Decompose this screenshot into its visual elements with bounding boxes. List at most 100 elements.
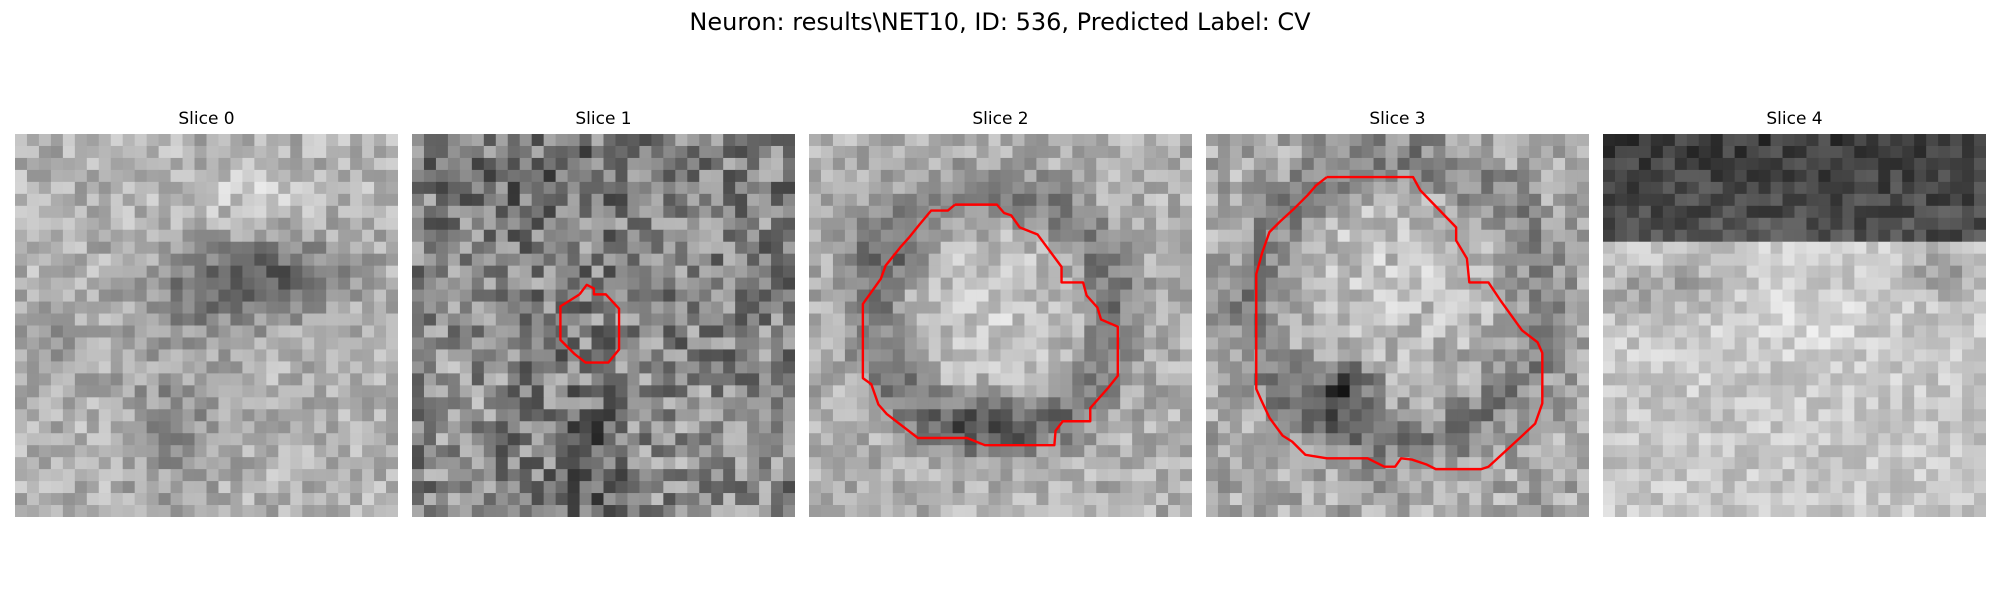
pixel-cell — [1000, 301, 1013, 314]
pixel-cell — [1890, 325, 1903, 338]
pixel-cell — [809, 433, 822, 446]
pixel-cell — [711, 325, 724, 338]
pixel-cell — [1433, 289, 1446, 302]
pixel-cell — [350, 229, 363, 243]
pixel-cell — [134, 145, 148, 159]
pixel-cell — [495, 505, 509, 517]
pixel-cell — [940, 505, 954, 517]
pixel-cell — [1758, 349, 1771, 362]
pixel-cell — [1012, 157, 1025, 171]
pixel-cell — [134, 433, 148, 446]
pixel-cell — [1373, 134, 1386, 147]
pixel-cell — [1698, 157, 1712, 171]
pixel-cell — [242, 445, 255, 458]
pixel-cell — [182, 385, 195, 398]
pixel-cell — [314, 337, 327, 350]
pixel-cell — [483, 134, 497, 147]
pixel-cell — [290, 337, 303, 350]
pixel-cell — [1457, 481, 1470, 494]
pixel-cell — [1553, 505, 1566, 517]
pixel-cell — [1084, 481, 1097, 494]
pixel-cell — [1890, 433, 1903, 446]
pixel-cell — [302, 145, 315, 159]
pixel-cell — [1096, 241, 1109, 255]
pixel-cell — [1638, 421, 1652, 434]
pixel-cell — [1060, 169, 1073, 183]
pixel-cell — [1890, 265, 1903, 279]
pixel-cell — [1529, 169, 1542, 183]
pixel-cell — [1698, 313, 1712, 326]
pixel-cell — [663, 313, 676, 326]
pixel-cell — [266, 241, 279, 255]
pixel-cell — [1603, 157, 1616, 171]
pixel-cell — [1541, 253, 1554, 267]
pixel-cell — [1914, 361, 1927, 374]
pixel-cell — [543, 157, 557, 171]
pixel-cell — [1361, 349, 1374, 362]
pixel-cell — [809, 181, 822, 195]
pixel-cell — [639, 181, 652, 195]
pixel-cell — [1553, 157, 1566, 171]
pixel-cell — [1914, 169, 1927, 183]
pixel-cell — [435, 349, 449, 362]
pixel-cell — [38, 373, 52, 386]
pixel-cell — [459, 241, 473, 255]
slice-image-2 — [809, 134, 1192, 517]
pixel-cell — [1638, 385, 1652, 398]
pixel-cell — [771, 469, 784, 482]
pixel-cell — [1445, 361, 1458, 374]
pixel-cell — [651, 409, 664, 422]
pixel-cell — [1493, 217, 1506, 231]
pixel-cell — [651, 397, 664, 410]
pixel-cell — [1397, 481, 1410, 494]
pixel-cell — [206, 169, 219, 183]
pixel-cell — [1603, 241, 1616, 255]
pixel-cell — [1229, 361, 1243, 374]
pixel-cell — [1180, 457, 1192, 470]
pixel-cell — [1878, 157, 1891, 171]
pixel-cell — [1313, 481, 1327, 494]
pixel-cell — [26, 373, 40, 386]
pixel-cell — [266, 385, 279, 398]
pixel-cell — [928, 409, 942, 422]
pixel-cell — [1265, 205, 1279, 219]
pixel-cell — [507, 349, 521, 362]
pixel-cell — [783, 289, 795, 302]
pixel-cell — [435, 229, 449, 243]
pixel-cell — [1878, 397, 1891, 410]
pixel-cell — [1758, 157, 1771, 171]
pixel-cell — [844, 457, 858, 470]
pixel-cell — [38, 349, 52, 362]
pixel-cell — [856, 469, 870, 482]
pixel-cell — [1734, 361, 1748, 374]
pixel-cell — [747, 397, 760, 410]
pixel-cell — [1650, 361, 1664, 374]
pixel-cell — [735, 313, 748, 326]
pixel-cell — [1385, 313, 1398, 326]
pixel-cell — [134, 493, 148, 506]
pixel-cell — [374, 289, 387, 302]
pixel-cell — [290, 361, 303, 374]
pixel-cell — [374, 469, 387, 482]
pixel-cell — [1120, 397, 1133, 410]
pixel-cell — [1818, 373, 1831, 386]
pixel-cell — [1746, 373, 1759, 386]
pixel-cell — [326, 301, 339, 314]
pixel-cell — [1241, 229, 1255, 243]
pixel-cell — [1337, 181, 1351, 195]
pixel-cell — [856, 433, 870, 446]
pixel-cell — [1289, 505, 1303, 517]
pixel-cell — [1794, 349, 1807, 362]
pixel-cell — [1890, 385, 1903, 398]
pixel-cell — [483, 373, 497, 386]
pixel-cell — [1361, 373, 1374, 386]
pixel-cell — [1168, 469, 1181, 482]
pixel-cell — [242, 241, 255, 255]
pixel-cell — [771, 433, 784, 446]
pixel-cell — [1060, 145, 1073, 159]
pixel-cell — [1914, 181, 1927, 195]
pixel-cell — [146, 493, 160, 506]
pixel-cell — [1794, 313, 1807, 326]
pixel-cell — [1902, 373, 1915, 386]
pixel-cell — [1818, 433, 1831, 446]
